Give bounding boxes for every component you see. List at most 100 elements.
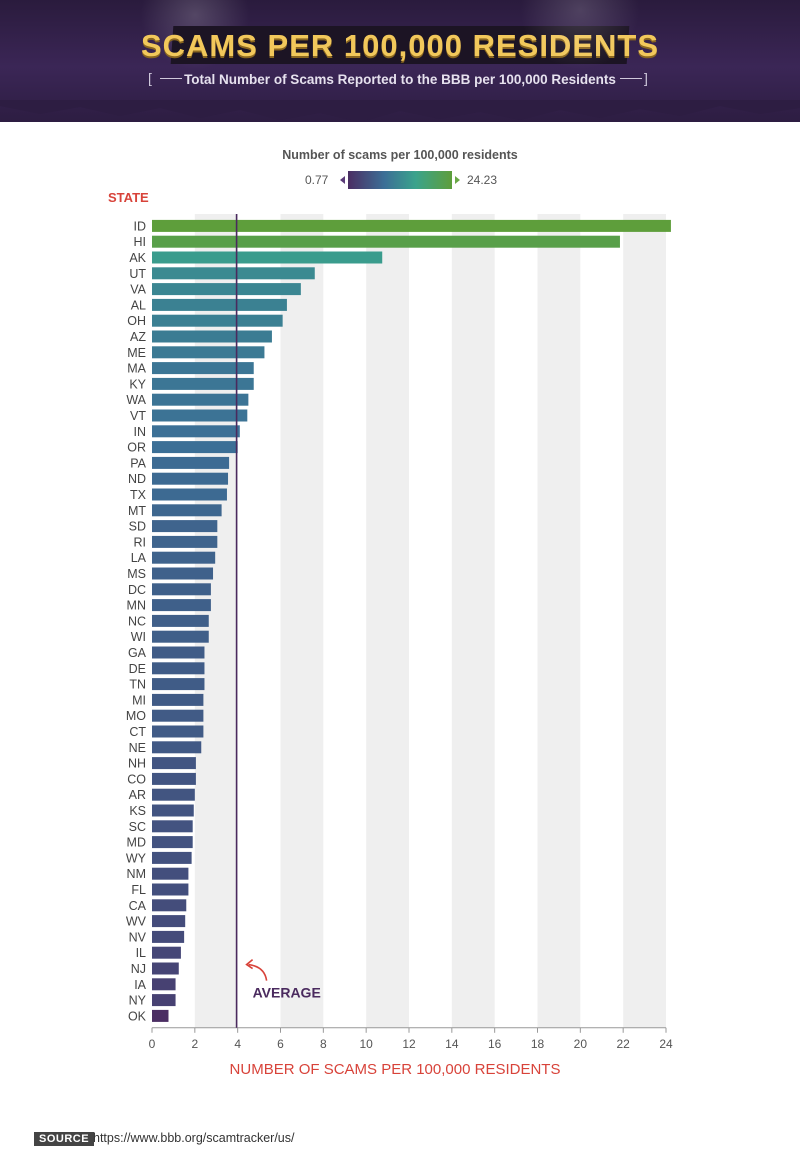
bar-ok [152, 1009, 169, 1022]
bar-wy [152, 851, 192, 864]
bar-ma [152, 362, 254, 375]
category-label: WA [126, 393, 146, 407]
source-url[interactable]: https://www.bbb.org/scamtracker/us/ [93, 1131, 295, 1145]
category-label: IA [134, 978, 146, 992]
bar-mi [152, 693, 204, 706]
x-tick-label: 4 [234, 1037, 241, 1051]
legend-title: Number of scams per 100,000 residents [282, 148, 518, 162]
x-tick-label: 18 [531, 1037, 545, 1051]
bar-ar [152, 788, 195, 801]
subtitle-bracket-left: [ [148, 70, 152, 86]
x-tick-label: 20 [574, 1037, 588, 1051]
bar-ks [152, 804, 194, 817]
grid-band [623, 214, 666, 1028]
bar-ak [152, 251, 383, 264]
category-label: UT [129, 267, 146, 281]
bar-fl [152, 883, 189, 896]
category-label: IL [136, 946, 146, 960]
bar-sd [152, 520, 218, 533]
bar-ny [152, 994, 176, 1007]
bar-ia [152, 978, 176, 991]
category-label: OR [127, 441, 146, 455]
bar-ne [152, 741, 202, 754]
bar-nd [152, 472, 229, 485]
bar-nv [152, 930, 185, 943]
x-axis-title: NUMBER OF SCAMS PER 100,000 RESIDENTS [230, 1061, 561, 1078]
category-label: AR [129, 788, 146, 802]
category-label: FL [131, 883, 146, 897]
category-label: KS [129, 804, 146, 818]
bar-oh [152, 314, 283, 327]
category-label: ND [128, 472, 146, 486]
legend-gradient-bar [348, 171, 452, 189]
average-label: AVERAGE [253, 984, 321, 1000]
category-label: VA [130, 283, 146, 297]
category-label: AK [129, 251, 146, 265]
legend-min-label: 0.77 [305, 173, 329, 187]
category-label: LA [131, 551, 147, 565]
x-tick-label: 2 [191, 1037, 198, 1051]
category-label: WV [126, 915, 147, 929]
x-tick-label: 10 [359, 1037, 373, 1051]
x-tick-label: 22 [616, 1037, 630, 1051]
legend-left-arrow-icon [340, 176, 345, 184]
category-label: NC [128, 614, 146, 628]
bar-la [152, 551, 216, 564]
category-label: GA [128, 646, 147, 660]
category-label: OK [128, 1009, 147, 1023]
bar-ct [152, 725, 204, 738]
bar-co [152, 772, 196, 785]
bar-me [152, 346, 265, 359]
source-badge: SOURCE [34, 1132, 95, 1146]
category-label: NJ [131, 962, 146, 976]
header-torn-edge [0, 100, 800, 122]
category-label: SC [129, 820, 146, 834]
grid-band [537, 214, 581, 1028]
legend-max-label: 24.23 [467, 173, 498, 187]
page-subtitle: Total Number of Scams Reported to the BB… [184, 72, 616, 87]
category-label: MI [132, 693, 146, 707]
category-label: VT [130, 409, 146, 423]
bar-mn [152, 599, 211, 612]
category-label: NH [128, 757, 146, 771]
category-label: PA [130, 456, 146, 470]
bar-hi [152, 235, 620, 248]
grid-band [366, 214, 409, 1028]
bar-ca [152, 899, 187, 912]
category-label: ME [127, 346, 146, 360]
bar-al [152, 298, 287, 311]
category-label: KY [129, 377, 146, 391]
bar-wi [152, 630, 209, 643]
x-tick-label: 6 [277, 1037, 284, 1051]
category-label: CO [127, 772, 146, 786]
category-label: CT [129, 725, 146, 739]
category-label: DE [129, 662, 146, 676]
category-label: SD [129, 520, 146, 534]
bar-nc [152, 614, 209, 627]
category-label: MN [127, 599, 146, 613]
bar-ky [152, 377, 254, 390]
bar-pa [152, 456, 230, 469]
bar-id [152, 219, 671, 232]
bar-tx [152, 488, 227, 501]
bar-nj [152, 962, 179, 975]
category-label: NE [129, 741, 146, 755]
average-arrowhead-icon [245, 958, 254, 970]
bar-md [152, 836, 193, 849]
header-banner: SCAMS PER 100,000 RESIDENTS [ Total Numb… [0, 0, 800, 122]
x-tick-label: 14 [445, 1037, 459, 1051]
bar-dc [152, 583, 211, 596]
category-label: HI [134, 235, 147, 249]
category-label: CA [129, 899, 147, 913]
category-label: MS [127, 567, 146, 581]
category-label: NV [129, 930, 147, 944]
category-label: TN [129, 678, 146, 692]
x-tick-label: 24 [659, 1037, 673, 1051]
subtitle-bracket-right: ] [644, 70, 648, 86]
bar-ga [152, 646, 205, 659]
bar-sc [152, 820, 193, 833]
category-label: MT [128, 504, 146, 518]
bar-wv [152, 915, 186, 928]
x-tick-label: 16 [488, 1037, 502, 1051]
